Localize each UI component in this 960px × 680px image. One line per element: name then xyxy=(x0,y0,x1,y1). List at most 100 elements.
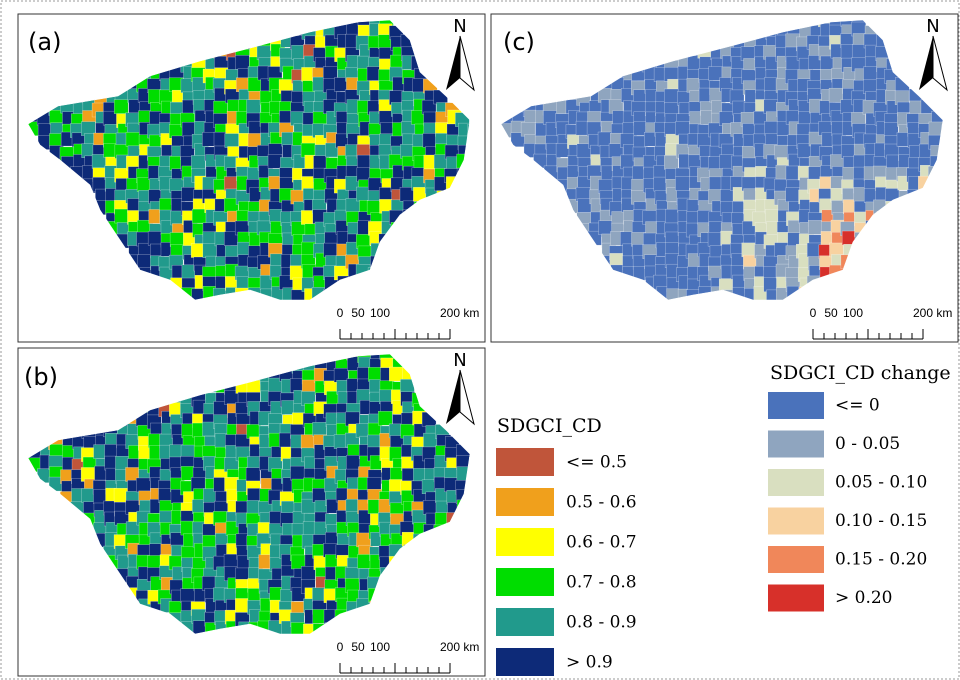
scale-label: 100 xyxy=(370,640,390,654)
region xyxy=(675,121,689,135)
region xyxy=(664,89,678,103)
region xyxy=(380,567,394,581)
legend-label: 0.7 - 0.8 xyxy=(566,573,637,593)
legend-label: 0.8 - 0.9 xyxy=(566,613,637,633)
region xyxy=(434,525,448,539)
legend-label: 0.5 - 0.6 xyxy=(566,493,637,513)
region xyxy=(313,156,327,170)
legend-label: <= 0.5 xyxy=(566,453,627,473)
legend-label: 0.05 - 0.10 xyxy=(835,473,927,493)
region xyxy=(389,210,403,224)
legend-label: 0.6 - 0.7 xyxy=(566,533,637,553)
region xyxy=(235,288,249,302)
region xyxy=(114,100,128,114)
scale-label: 0 xyxy=(810,306,817,320)
legend-swatch xyxy=(496,568,554,596)
region xyxy=(282,400,296,414)
legend-label: 0.15 - 0.20 xyxy=(835,550,927,570)
region xyxy=(808,220,822,234)
north-arrow xyxy=(460,36,474,90)
region xyxy=(268,154,282,168)
north-label: N xyxy=(453,350,466,371)
north-label: N xyxy=(453,16,466,37)
region xyxy=(423,500,437,514)
region xyxy=(324,243,338,257)
region xyxy=(235,55,249,69)
region xyxy=(389,556,403,570)
region xyxy=(301,566,315,580)
region xyxy=(414,202,428,216)
region xyxy=(246,468,260,482)
region xyxy=(458,123,472,137)
legend-label: 0.10 - 0.15 xyxy=(835,511,927,531)
region xyxy=(411,56,425,70)
region xyxy=(877,211,891,225)
region xyxy=(370,601,384,615)
region xyxy=(488,114,502,128)
region xyxy=(437,191,451,205)
region xyxy=(313,422,327,436)
legend-swatch xyxy=(496,608,554,636)
scale-label: 200 km xyxy=(913,306,952,320)
region xyxy=(136,478,150,492)
region xyxy=(775,145,789,159)
region xyxy=(632,67,646,81)
region xyxy=(521,122,535,136)
north-arrow xyxy=(446,36,460,90)
legend-title: SDGCI_CD change xyxy=(770,362,951,384)
region xyxy=(886,201,900,215)
region xyxy=(358,554,372,568)
legend-swatch xyxy=(768,469,824,496)
region xyxy=(15,445,29,459)
region xyxy=(180,589,194,603)
region xyxy=(356,533,370,547)
region xyxy=(148,231,162,245)
region xyxy=(346,455,360,469)
map: N 0 50 100 200 km xyxy=(15,346,483,673)
legend-swatch xyxy=(496,528,554,556)
region xyxy=(389,367,403,381)
region xyxy=(842,231,856,245)
region xyxy=(708,232,722,246)
region xyxy=(371,243,385,257)
north-arrow xyxy=(933,36,947,90)
figure: (a) (b) (c) SDGCI_CD SDGCI_CD change N05… xyxy=(0,0,960,680)
scale-label: 200 km xyxy=(440,306,479,320)
region xyxy=(18,111,32,125)
region xyxy=(368,588,382,602)
region xyxy=(338,276,352,290)
legend-swatch xyxy=(768,431,824,458)
legend-swatch xyxy=(768,508,824,535)
panel-label: (c) xyxy=(503,28,535,56)
scale-label: 50 xyxy=(351,640,365,654)
region xyxy=(378,411,392,425)
region xyxy=(799,287,813,301)
legend-label: 0 - 0.05 xyxy=(835,434,900,454)
legend-label: > 0.20 xyxy=(835,588,893,608)
region xyxy=(765,209,779,223)
region xyxy=(884,122,898,136)
region xyxy=(138,255,152,269)
north-arrow xyxy=(460,370,474,424)
region xyxy=(356,264,370,278)
north-label: N xyxy=(926,16,939,37)
region xyxy=(786,188,800,202)
scale-label: 200 km xyxy=(440,640,479,654)
region xyxy=(301,435,315,449)
region xyxy=(469,457,483,471)
scale-label: 100 xyxy=(843,306,863,320)
scale-label: 50 xyxy=(824,306,838,320)
region xyxy=(126,132,140,146)
scale-label: 50 xyxy=(351,306,365,320)
region xyxy=(94,89,108,103)
region xyxy=(764,100,778,114)
region xyxy=(191,155,205,169)
region xyxy=(855,232,869,246)
region xyxy=(675,177,689,191)
scale-label: 0 xyxy=(337,640,344,654)
region xyxy=(192,209,206,223)
region xyxy=(235,598,249,612)
region xyxy=(225,134,239,148)
region xyxy=(301,391,315,405)
